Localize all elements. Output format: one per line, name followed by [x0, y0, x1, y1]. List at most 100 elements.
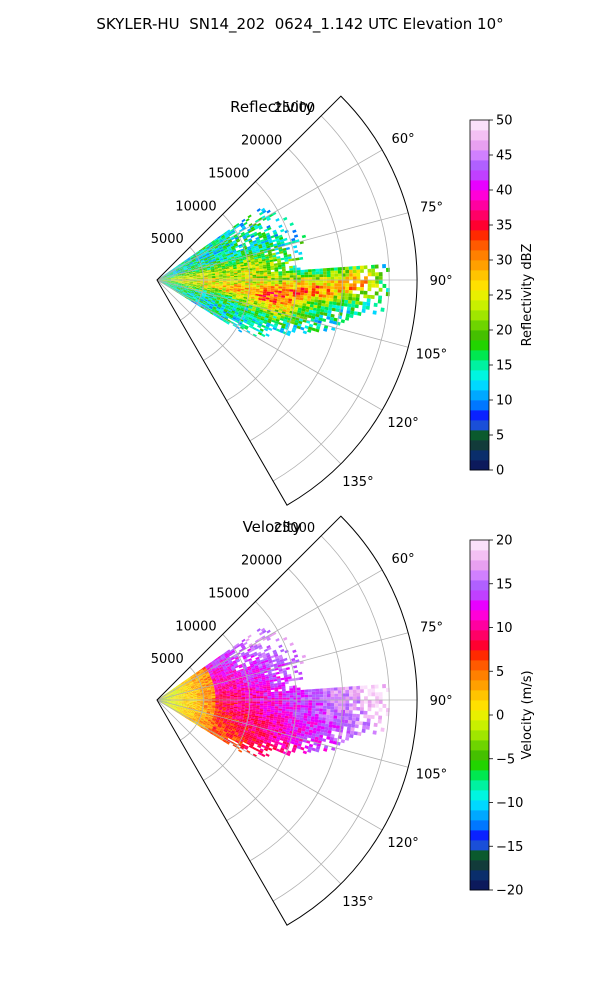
radar-gate [267, 656, 272, 660]
radar-gate [159, 280, 164, 281]
radar-gate [204, 285, 208, 287]
radar-gate [293, 245, 298, 249]
radar-gate [219, 274, 223, 276]
radar-gate [330, 687, 335, 691]
radar-gate [282, 695, 287, 698]
radar-gate [242, 301, 247, 304]
radar-gate [215, 281, 220, 283]
radar-gate [222, 696, 227, 698]
radar-gate [224, 669, 229, 673]
radar-gate [215, 282, 220, 284]
radar-gate [222, 286, 227, 289]
radar-gate [288, 293, 293, 297]
radar-gate [256, 240, 261, 244]
radar-gate [282, 741, 287, 745]
radar-gate [209, 682, 214, 685]
radar-gate [170, 281, 175, 282]
radar-gate [281, 688, 286, 692]
radar-gate [219, 275, 223, 277]
radar-gate [282, 282, 287, 285]
radar-gate [253, 302, 258, 305]
radar-gate [231, 298, 236, 301]
radar-gate [267, 698, 272, 700]
radar-gate [173, 273, 178, 275]
radar-gate [280, 241, 285, 245]
radar-gate [176, 270, 181, 272]
radar-gate [273, 716, 278, 719]
radar-gate [240, 684, 245, 687]
radar-gate [326, 316, 331, 320]
radar-gate [265, 260, 270, 263]
radar-gate [315, 694, 320, 698]
radar-gate [210, 675, 215, 679]
radar-gate [246, 246, 251, 249]
radar-gate [196, 697, 201, 699]
radar-gate [218, 688, 223, 691]
radar-gate [173, 273, 178, 275]
radar-gate [375, 692, 379, 697]
radar-gate [272, 631, 277, 636]
radar-gate [240, 643, 245, 648]
radar-gate [214, 687, 219, 689]
radar-gate [240, 670, 245, 673]
radar-gate [255, 656, 260, 660]
radar-gate [262, 246, 267, 250]
radar-gate [276, 316, 281, 320]
radar-gate [165, 692, 169, 695]
radar-gate [215, 283, 220, 285]
radar-gate [200, 260, 205, 263]
radar-gate [302, 303, 307, 307]
radar-gate [233, 688, 238, 691]
radar-gate [239, 261, 244, 264]
radar-gate [274, 275, 279, 278]
radar-gate [166, 703, 171, 705]
radar-gate [196, 671, 200, 675]
radar-gate [166, 283, 171, 285]
range-tick-label: 10000 [175, 199, 216, 214]
radar-gate [176, 288, 181, 290]
radar-gate [349, 706, 353, 711]
radar-gate [318, 714, 323, 718]
radar-gate [180, 681, 185, 685]
radar-gate [283, 216, 288, 221]
radar-gate [326, 736, 331, 740]
radar-gate [187, 687, 191, 689]
reflectivity-panel: Reflectivity50001000015000200002500060°7… [151, 95, 535, 506]
radar-gate [243, 259, 247, 262]
radar-gate [261, 298, 266, 302]
radar-gate [370, 715, 375, 719]
radar-gate [315, 702, 320, 706]
radar-gate [223, 659, 228, 663]
radar-gate [239, 260, 244, 263]
radar-gate [370, 295, 375, 299]
radar-gate [282, 275, 287, 278]
radar-gate [250, 730, 255, 734]
radar-gate [348, 290, 353, 294]
radar-gate [163, 280, 168, 282]
radar-gate [195, 266, 199, 269]
radar-gate [237, 252, 242, 256]
radar-gate [194, 713, 199, 715]
radar-gate [271, 704, 275, 707]
radar-gate [184, 288, 188, 291]
radar-gate [196, 276, 201, 278]
radar-gate [284, 256, 289, 260]
radar-gate [326, 267, 331, 272]
radar-gate [330, 709, 335, 713]
radar-gate [214, 289, 219, 291]
radar-gate [240, 710, 245, 713]
radar-gate [203, 688, 207, 691]
radar-gate [262, 730, 267, 734]
radar-gate [163, 281, 168, 282]
radar-gate [268, 721, 273, 725]
radar-gate [307, 713, 312, 717]
radar-gate [173, 691, 177, 694]
radar-gate [230, 276, 234, 278]
range-tick-label: 20000 [241, 134, 282, 149]
radar-gate [172, 688, 176, 691]
radar-gate [222, 271, 227, 274]
radar-gate [262, 664, 267, 668]
radar-gate [228, 681, 233, 684]
radar-gate [309, 306, 314, 311]
radar-gate [259, 729, 264, 733]
